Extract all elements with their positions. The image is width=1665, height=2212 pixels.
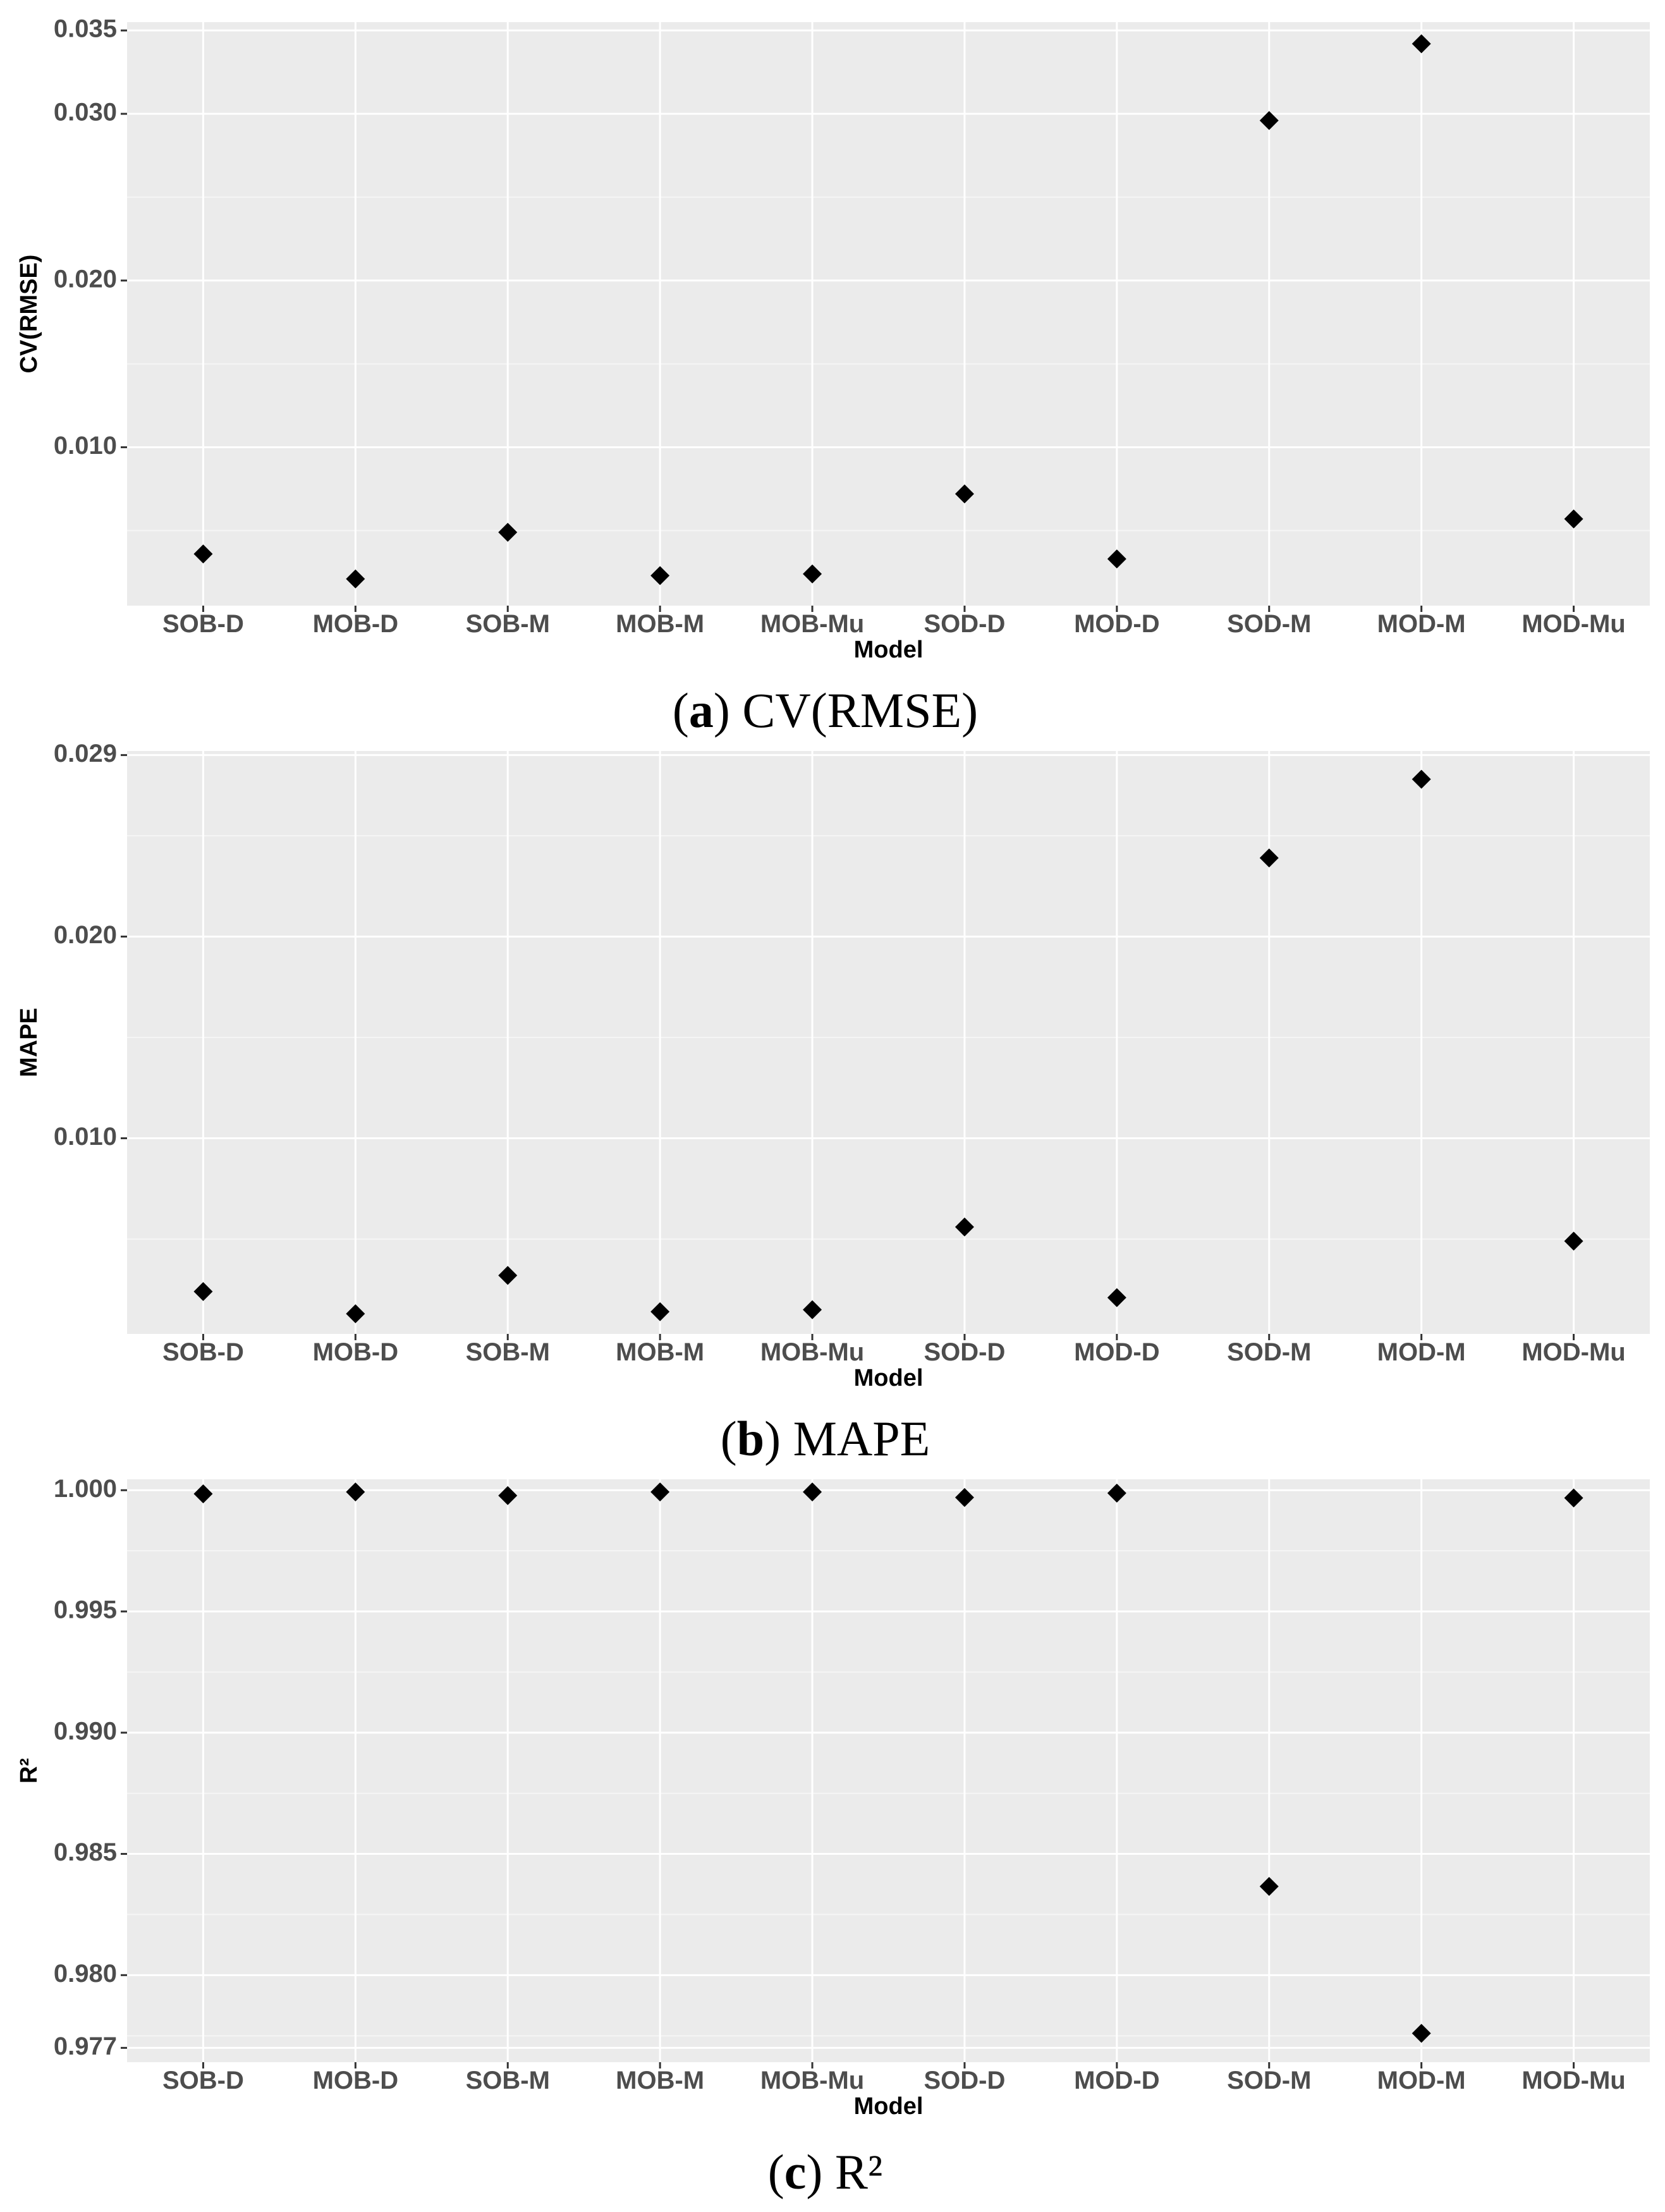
x-tick-label: MOD-M bbox=[1377, 2067, 1466, 2094]
x-tick-label: MOB-D bbox=[313, 610, 399, 638]
y-tick-label: 0.010 bbox=[54, 432, 117, 460]
y-tick-label: 0.985 bbox=[54, 1838, 117, 1866]
data-point-mob-m bbox=[650, 1482, 670, 1501]
x-tick-label: MOB-M bbox=[616, 610, 704, 638]
y-tick-label: 0.030 bbox=[54, 99, 117, 126]
y-tick-label: 0.020 bbox=[54, 265, 117, 293]
data-point-mob-mu bbox=[803, 564, 822, 584]
data-point-sod-m bbox=[1259, 1876, 1279, 1896]
x-tick-label: SOD-D bbox=[924, 610, 1006, 638]
x-tick-label: SOB-M bbox=[466, 610, 550, 638]
data-point-sod-d bbox=[954, 1488, 974, 1507]
x-tick-label: MOB-D bbox=[313, 2067, 399, 2094]
y-tick-label: 0.020 bbox=[54, 921, 117, 949]
x-tick-label: SOD-D bbox=[924, 2067, 1006, 2094]
data-point-sod-m bbox=[1259, 111, 1279, 130]
x-tick-label: MOD-Mu bbox=[1522, 2067, 1625, 2094]
y-axis-title: MAPE bbox=[16, 1008, 42, 1077]
data-point-mod-d bbox=[1107, 1483, 1126, 1503]
chart-panel-a: 0.010 0.020 0.030 0.035 SOB-D MOB-D SOB-M MOB-M… bbox=[16, 15, 1650, 738]
chart-panel-c: 0.977 0.980 0.985 0.990 0.995 1.000 SOB-D MOB-D… bbox=[16, 1475, 1650, 2199]
x-tick-label: MOD-D bbox=[1074, 610, 1160, 638]
y-tick-label: 0.977 bbox=[54, 2032, 117, 2060]
chart-panel-b: 0.010 0.020 0.029 SOB-D MOB-D SOB-M MOB-M MOB-M… bbox=[16, 740, 1650, 1466]
x-tick-label: MOB-M bbox=[616, 1338, 704, 1366]
x-tick-label: MOD-Mu bbox=[1522, 1338, 1625, 1366]
caption-text: R² bbox=[835, 2144, 882, 2199]
x-tick-label: SOB-D bbox=[162, 2067, 244, 2094]
y-tick-label: 0.980 bbox=[54, 1960, 117, 1988]
x-tick-label: SOD-M bbox=[1227, 1338, 1311, 1366]
data-point-mob-d bbox=[346, 1482, 365, 1501]
x-axis-title: Model bbox=[854, 2093, 924, 2120]
x-axis-title: Model bbox=[854, 637, 924, 663]
data-point-mod-mu bbox=[1564, 1231, 1583, 1251]
x-tick-label: SOB-M bbox=[466, 2067, 550, 2094]
data-point-mod-d bbox=[1107, 549, 1126, 569]
data-point-mod-m bbox=[1412, 769, 1431, 789]
panel-letter: c bbox=[784, 2144, 807, 2199]
x-tick-label: MOD-Mu bbox=[1522, 610, 1625, 638]
y-tick-label: 1.000 bbox=[54, 1475, 117, 1503]
data-point-mob-d bbox=[346, 569, 365, 589]
data-point-sob-m bbox=[498, 1486, 518, 1505]
x-tick-label: MOD-M bbox=[1377, 1338, 1466, 1366]
x-tick-label: MOB-Mu bbox=[760, 610, 864, 638]
y-tick-label: 0.035 bbox=[54, 15, 117, 43]
x-tick-label: SOD-M bbox=[1227, 2067, 1311, 2094]
x-tick-label: MOB-D bbox=[313, 1338, 399, 1366]
x-tick-label: SOB-M bbox=[466, 1338, 550, 1366]
data-point-mod-d bbox=[1107, 1288, 1126, 1307]
y-axis-title: R² bbox=[16, 1758, 42, 1783]
data-point-sob-d bbox=[193, 1282, 213, 1302]
data-point-mod-m bbox=[1412, 34, 1431, 54]
x-tick-label: MOD-D bbox=[1074, 2067, 1160, 2094]
y-tick-label: 0.010 bbox=[54, 1123, 117, 1151]
data-point-sob-d bbox=[193, 1484, 213, 1504]
x-tick-label: SOD-D bbox=[924, 1338, 1006, 1366]
panel-letter: a bbox=[689, 683, 714, 738]
panel-caption: (b) MAPE bbox=[721, 1411, 930, 1466]
data-point-mod-mu bbox=[1564, 1488, 1583, 1508]
data-point-sod-m bbox=[1259, 848, 1279, 868]
caption-text: MAPE bbox=[793, 1411, 930, 1466]
x-tick-label: SOB-D bbox=[162, 1338, 244, 1366]
plot-background bbox=[127, 22, 1650, 606]
x-tick-label: MOB-Mu bbox=[760, 1338, 864, 1366]
x-tick-label: MOD-D bbox=[1074, 1338, 1160, 1366]
panel-caption: (a) CV(RMSE) bbox=[673, 683, 978, 738]
y-tick-label: 0.990 bbox=[54, 1717, 117, 1745]
x-tick-label: MOB-Mu bbox=[760, 2067, 864, 2094]
y-tick-label: 0.029 bbox=[54, 740, 117, 767]
data-point-mob-d bbox=[346, 1304, 365, 1324]
y-axis-title: CV(RMSE) bbox=[16, 255, 42, 374]
data-point-mob-mu bbox=[803, 1482, 822, 1501]
plot-background bbox=[127, 751, 1650, 1334]
caption-text: CV(RMSE) bbox=[742, 683, 978, 738]
x-tick-label: SOB-D bbox=[162, 610, 244, 638]
data-point-mob-mu bbox=[803, 1300, 822, 1319]
data-point-sob-d bbox=[193, 544, 213, 564]
data-point-sod-d bbox=[954, 1217, 974, 1237]
x-tick-label: SOD-M bbox=[1227, 610, 1311, 638]
x-axis-title: Model bbox=[854, 1365, 924, 1391]
x-tick-label: MOD-M bbox=[1377, 610, 1466, 638]
data-point-sod-d bbox=[954, 484, 974, 504]
data-point-mob-m bbox=[650, 1302, 670, 1321]
data-point-sob-m bbox=[498, 1266, 518, 1285]
data-point-mod-mu bbox=[1564, 509, 1583, 529]
plot-background bbox=[127, 1479, 1650, 2062]
panel-letter: b bbox=[737, 1411, 764, 1466]
panel-caption: (c) R² bbox=[768, 2144, 883, 2199]
x-tick-label: MOB-M bbox=[616, 2067, 704, 2094]
data-point-mod-m bbox=[1412, 2024, 1431, 2043]
y-tick-label: 0.995 bbox=[54, 1596, 117, 1624]
data-point-mob-m bbox=[650, 566, 670, 585]
data-point-sob-m bbox=[498, 522, 518, 542]
